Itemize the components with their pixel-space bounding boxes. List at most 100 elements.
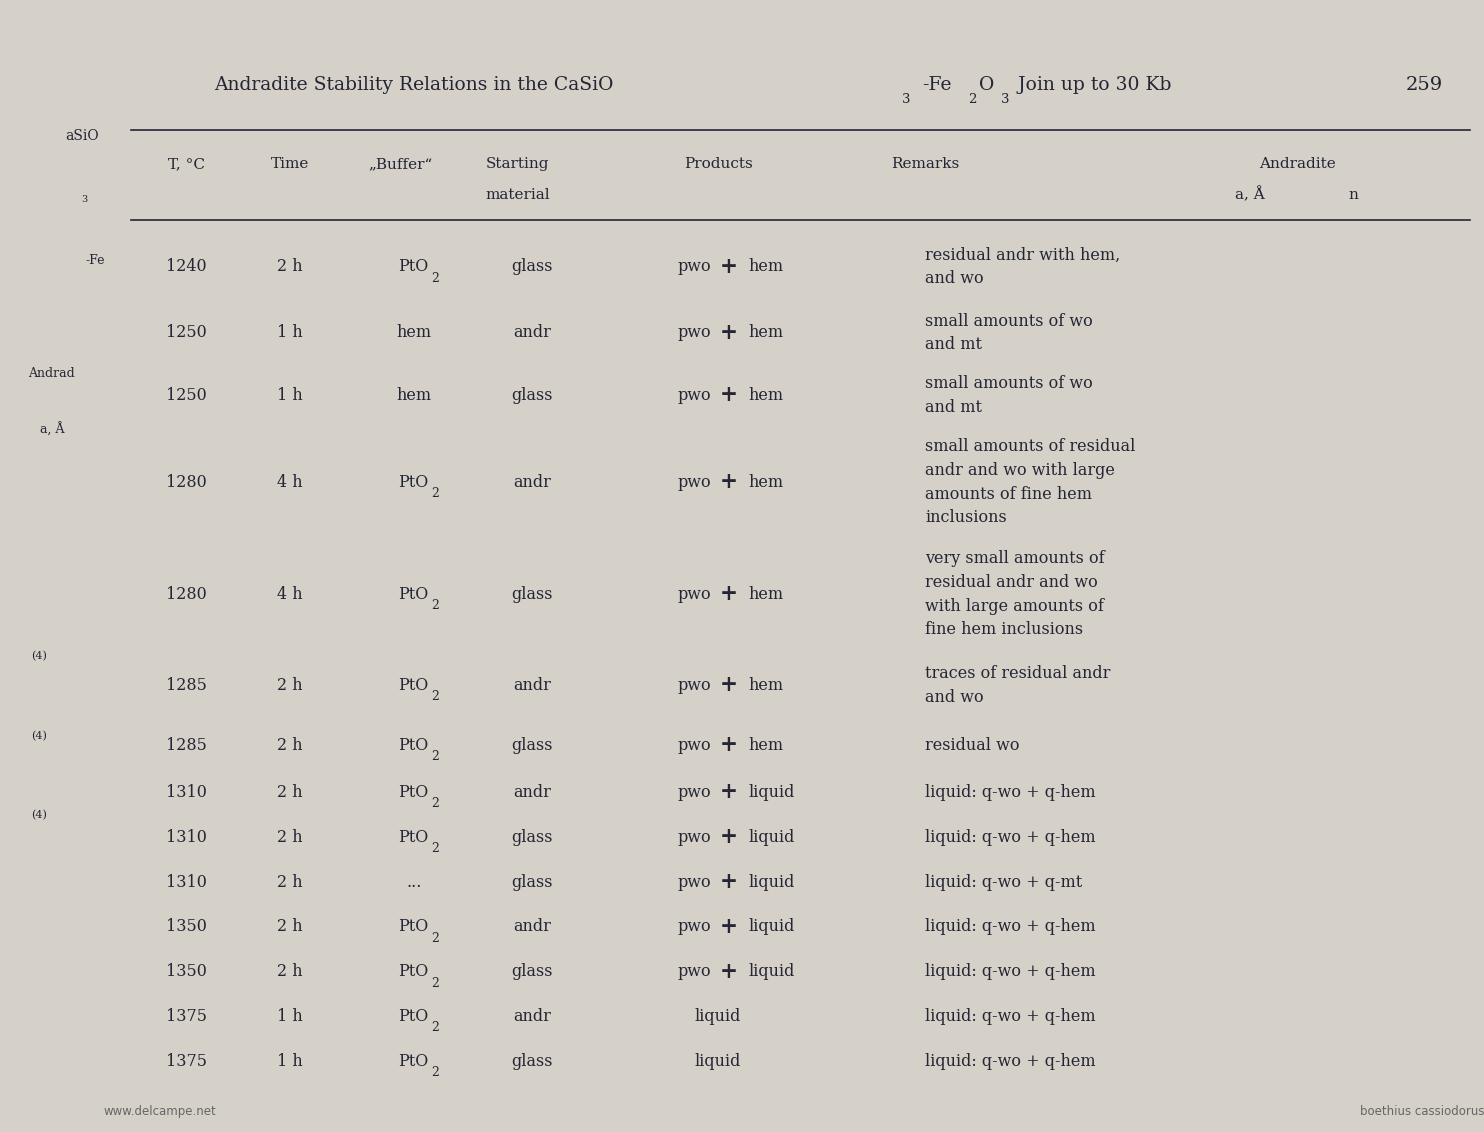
- Text: 2: 2: [430, 797, 439, 811]
- Text: www.delcampe.net: www.delcampe.net: [104, 1106, 217, 1118]
- Text: hem: hem: [396, 387, 432, 404]
- Text: liquid: q-wo + q-hem: liquid: q-wo + q-hem: [925, 918, 1095, 935]
- Text: 1240: 1240: [166, 258, 206, 275]
- Text: 1 h: 1 h: [278, 1053, 303, 1070]
- Text: ...: ...: [407, 874, 421, 891]
- Text: 2: 2: [430, 932, 439, 945]
- Text: pwo: pwo: [678, 737, 711, 754]
- Text: 2: 2: [430, 599, 439, 612]
- Text: PtO: PtO: [398, 963, 429, 980]
- Text: 1310: 1310: [166, 829, 208, 846]
- Text: inclusions: inclusions: [925, 509, 1006, 526]
- Text: residual andr with hem,: residual andr with hem,: [925, 247, 1120, 264]
- Text: 2 h: 2 h: [278, 258, 303, 275]
- Text: 1 h: 1 h: [278, 387, 303, 404]
- Text: +: +: [720, 961, 738, 983]
- Text: 2: 2: [430, 977, 439, 989]
- Text: -Fe: -Fe: [922, 76, 951, 94]
- Text: liquid: q-wo + q-hem: liquid: q-wo + q-hem: [925, 829, 1095, 846]
- Text: small amounts of wo: small amounts of wo: [925, 312, 1092, 329]
- Text: 1285: 1285: [166, 677, 208, 694]
- Text: PtO: PtO: [398, 586, 429, 603]
- Text: 259: 259: [1405, 76, 1442, 94]
- Text: 1350: 1350: [166, 918, 208, 935]
- Text: and wo: and wo: [925, 271, 984, 288]
- Text: andr and wo with large: andr and wo with large: [925, 462, 1114, 479]
- Text: pwo: pwo: [678, 829, 711, 846]
- Text: glass: glass: [510, 258, 552, 275]
- Text: 1350: 1350: [166, 963, 208, 980]
- Text: PtO: PtO: [398, 677, 429, 694]
- Text: liquid: q-wo + q-hem: liquid: q-wo + q-hem: [925, 783, 1095, 801]
- Text: hem: hem: [748, 325, 784, 342]
- Text: 1250: 1250: [166, 387, 208, 404]
- Text: 2: 2: [430, 272, 439, 285]
- Text: +: +: [720, 321, 738, 344]
- Text: pwo: pwo: [678, 963, 711, 980]
- Text: glass: glass: [510, 829, 552, 846]
- Text: 2 h: 2 h: [278, 918, 303, 935]
- Text: and mt: and mt: [925, 398, 982, 415]
- Text: 2: 2: [968, 93, 976, 106]
- Text: pwo: pwo: [678, 258, 711, 275]
- Text: 2: 2: [430, 842, 439, 855]
- Text: Join up to 30 Kb: Join up to 30 Kb: [1012, 76, 1171, 94]
- Text: 2: 2: [430, 749, 439, 763]
- Text: 2 h: 2 h: [278, 677, 303, 694]
- Text: hem: hem: [748, 258, 784, 275]
- Text: material: material: [485, 188, 551, 201]
- Text: 2 h: 2 h: [278, 737, 303, 754]
- Text: pwo: pwo: [678, 474, 711, 491]
- Text: pwo: pwo: [678, 874, 711, 891]
- Text: +: +: [720, 583, 738, 606]
- Text: liquid: liquid: [695, 1007, 741, 1026]
- Text: +: +: [720, 675, 738, 696]
- Text: 3: 3: [1000, 93, 1009, 106]
- Text: PtO: PtO: [398, 737, 429, 754]
- Text: -Fe: -Fe: [85, 254, 105, 267]
- Text: „Buffer“: „Buffer“: [368, 157, 433, 171]
- Text: +: +: [720, 384, 738, 406]
- Text: small amounts of residual: small amounts of residual: [925, 438, 1135, 455]
- Text: fine hem inclusions: fine hem inclusions: [925, 621, 1083, 638]
- Text: glass: glass: [510, 387, 552, 404]
- Text: residual wo: residual wo: [925, 737, 1020, 754]
- Text: liquid: liquid: [695, 1053, 741, 1070]
- Text: hem: hem: [748, 474, 784, 491]
- Text: Andrad: Andrad: [28, 367, 76, 380]
- Text: +: +: [720, 916, 738, 938]
- Text: pwo: pwo: [678, 677, 711, 694]
- Text: boethius cassiodorus: boethius cassiodorus: [1359, 1106, 1484, 1118]
- Text: 1285: 1285: [166, 737, 208, 754]
- Text: +: +: [720, 471, 738, 494]
- Text: Remarks: Remarks: [890, 157, 959, 171]
- Text: liquid: liquid: [748, 874, 795, 891]
- Text: andr: andr: [513, 474, 551, 491]
- Text: a, Å: a, Å: [1235, 187, 1264, 203]
- Text: amounts of fine hem: amounts of fine hem: [925, 486, 1092, 503]
- Text: andr: andr: [513, 783, 551, 801]
- Text: small amounts of wo: small amounts of wo: [925, 375, 1092, 392]
- Text: andr: andr: [513, 677, 551, 694]
- Text: liquid: liquid: [748, 918, 795, 935]
- Text: andr: andr: [513, 918, 551, 935]
- Text: and mt: and mt: [925, 336, 982, 353]
- Text: very small amounts of: very small amounts of: [925, 550, 1104, 567]
- Text: 2: 2: [430, 691, 439, 703]
- Text: 1280: 1280: [166, 474, 208, 491]
- Text: PtO: PtO: [398, 918, 429, 935]
- Text: 2 h: 2 h: [278, 963, 303, 980]
- Text: Time: Time: [272, 157, 309, 171]
- Text: 3: 3: [82, 195, 88, 204]
- Text: PtO: PtO: [398, 258, 429, 275]
- Text: glass: glass: [510, 874, 552, 891]
- Text: liquid: q-wo + q-hem: liquid: q-wo + q-hem: [925, 1007, 1095, 1026]
- Text: pwo: pwo: [678, 325, 711, 342]
- Text: liquid: liquid: [748, 829, 795, 846]
- Text: hem: hem: [748, 677, 784, 694]
- Text: Andradite Stability Relations in the CaSiO: Andradite Stability Relations in the CaS…: [214, 76, 614, 94]
- Text: hem: hem: [748, 737, 784, 754]
- Text: 2 h: 2 h: [278, 874, 303, 891]
- Text: glass: glass: [510, 1053, 552, 1070]
- Text: 1280: 1280: [166, 586, 208, 603]
